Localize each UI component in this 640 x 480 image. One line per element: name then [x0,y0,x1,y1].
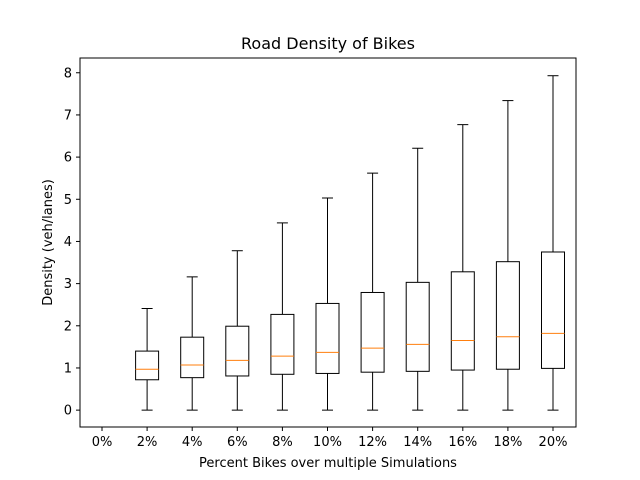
y-tick-label: 0 [64,404,72,419]
iqr-box [495,261,520,370]
y-tick-label: 3 [64,277,72,292]
box-16% [450,124,475,411]
y-tick-label: 8 [64,66,72,81]
box-2% [135,307,160,411]
x-tick-label: 6% [227,435,248,450]
iqr-box [541,251,565,369]
iqr-box [315,302,340,374]
box-20% [541,75,565,411]
box-12% [360,172,385,411]
y-tick-label: 7 [64,108,72,123]
x-tick-label: 20% [539,435,568,450]
plot-area [79,57,577,428]
x-tick-label: 12% [358,435,387,450]
iqr-box [450,271,475,371]
x-tick-label: 2% [137,435,158,450]
box-18% [495,100,520,411]
box-6% [225,250,250,411]
iqr-box [135,350,160,381]
x-tick-label: 0% [92,435,113,450]
box-14% [405,147,430,411]
y-tick-label: 4 [64,235,72,250]
iqr-box [270,313,295,375]
x-tick-label: 10% [313,435,342,450]
y-tick-label: 2 [64,319,72,334]
y-tick-label: 1 [64,361,72,376]
x-axis-label: Percent Bikes over multiple Simulations [199,456,457,471]
iqr-box [225,325,250,377]
x-tick-label: 18% [493,435,522,450]
x-tick-label: 14% [403,435,432,450]
x-tick-label: 8% [272,435,293,450]
y-tick-label: 5 [64,193,72,208]
chart-title: Road Density of Bikes [241,34,415,53]
x-tick-label: 4% [182,435,203,450]
y-axis-label: Density (veh/lanes) [41,179,56,306]
box-10% [315,197,340,411]
iqr-box [180,336,205,379]
iqr-box [360,291,385,373]
iqr-box [405,281,430,372]
x-axis: 0% 2% 4% 6% 8% 10% 12% 14% 16% 18% 20% [92,427,568,450]
box-8% [270,222,295,411]
y-tick-label: 6 [64,151,72,166]
x-tick-label: 16% [448,435,477,450]
box-4% [180,276,205,411]
y-axis: 0 1 2 3 4 5 6 7 8 [64,66,80,419]
